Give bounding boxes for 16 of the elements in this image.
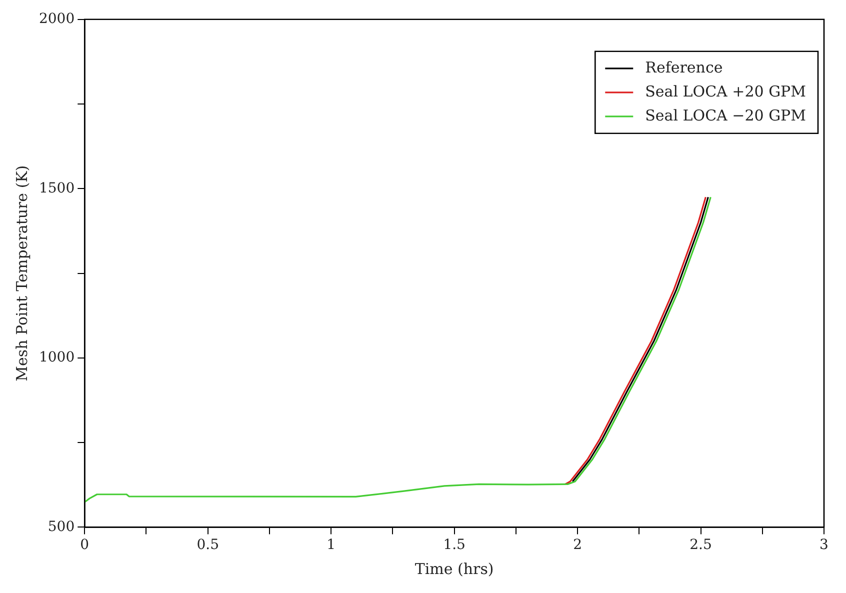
- x-axis-title: Time (hrs): [414, 560, 494, 578]
- x-tick-label: 1.5: [443, 537, 466, 554]
- legend-label: Seal LOCA −20 GPM: [645, 106, 806, 124]
- y-axis-title: Mesh Point Temperature (K): [12, 165, 31, 382]
- y-tick-label: 1000: [38, 350, 75, 366]
- x-tick-label: 0: [80, 537, 90, 554]
- legend-label: Reference: [645, 58, 723, 76]
- x-tick-label: 2.5: [690, 537, 712, 554]
- y-tick-label: 500: [48, 518, 75, 535]
- y-tick-label: 1500: [38, 180, 75, 196]
- legend-label: Seal LOCA +20 GPM: [645, 82, 806, 100]
- x-tick-label: 1: [326, 537, 336, 554]
- x-tick-label: 2: [573, 537, 582, 554]
- x-tick-label: 0.5: [196, 537, 219, 554]
- y-tick-label: 2000: [38, 11, 75, 28]
- x-tick-label: 3: [820, 537, 828, 554]
